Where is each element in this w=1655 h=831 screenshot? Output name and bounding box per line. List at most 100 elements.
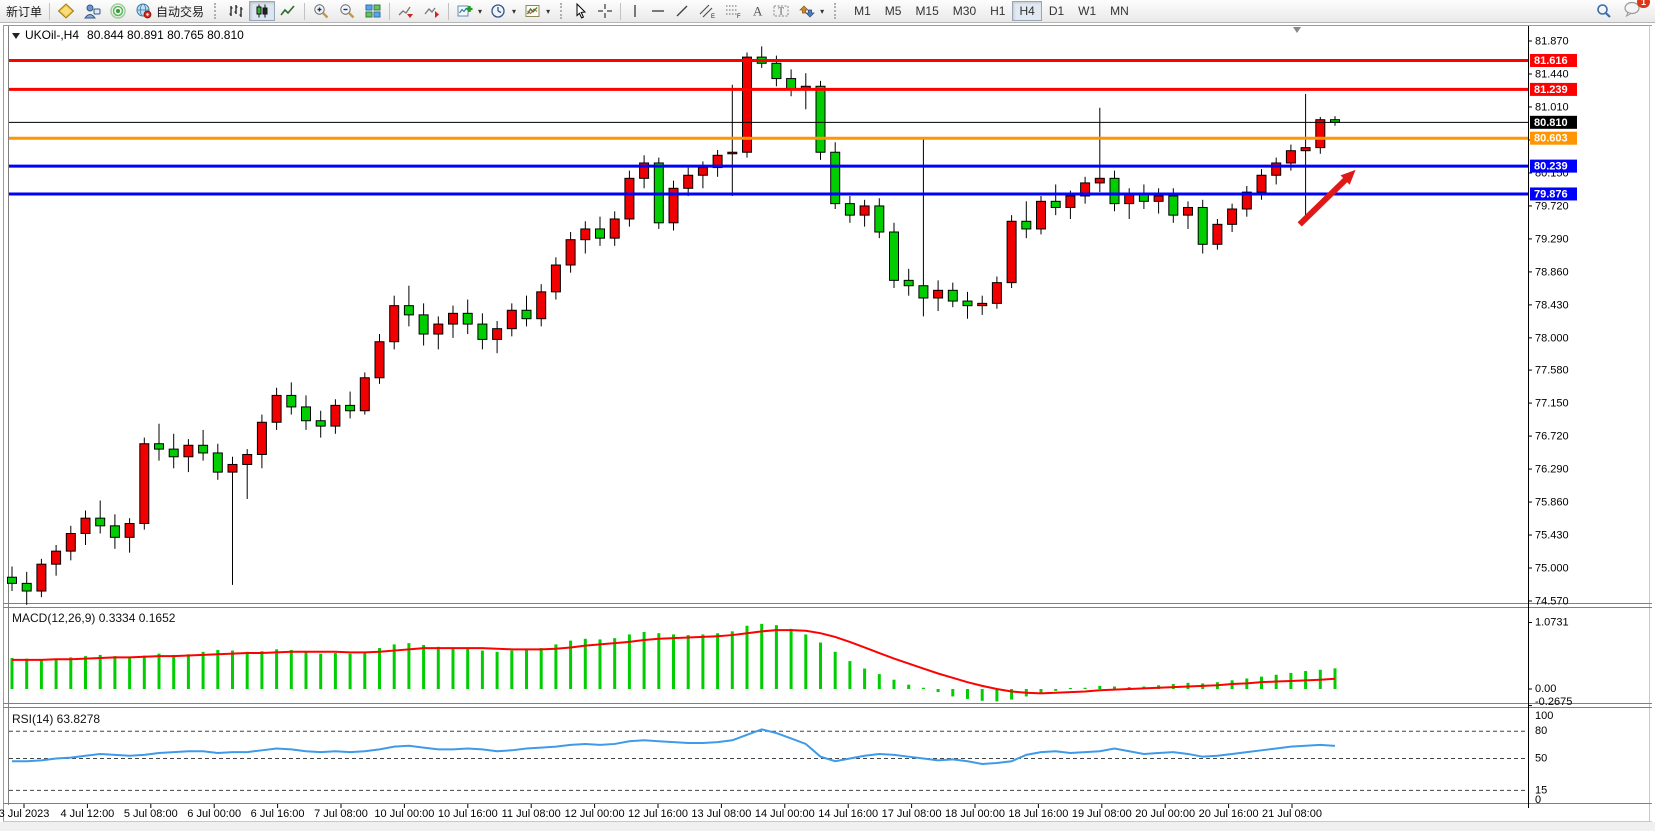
chart-shift-marker[interactable]	[1293, 27, 1301, 33]
rsi-axis-label: 0	[1535, 794, 1541, 806]
candle-body	[550, 264, 561, 293]
text-button[interactable]: A	[746, 1, 768, 21]
candle-body	[301, 406, 311, 422]
tile-windows-button[interactable]	[360, 1, 386, 21]
zoom-out-button[interactable]	[334, 1, 360, 21]
candle-body	[962, 300, 973, 307]
candle-body	[859, 205, 870, 216]
crosshair-button[interactable]	[593, 1, 617, 21]
candle-body	[536, 291, 547, 320]
templates-button[interactable]: ▾	[520, 1, 554, 21]
candle-body	[1036, 200, 1046, 230]
candle-body	[918, 285, 929, 299]
status-strip	[0, 822, 1655, 831]
candle-body	[639, 162, 650, 179]
time-axis-label: 20 Jul 16:00	[1199, 808, 1259, 820]
candle-body	[124, 523, 135, 538]
horizontal-line-icon	[650, 3, 666, 19]
dropdown-arrow-icon[interactable]: ▾	[478, 6, 483, 16]
price-axis-label: 81.870	[1535, 36, 1569, 48]
arrows-button[interactable]: ▾	[794, 1, 828, 21]
time-axis-label: 10 Jul 00:00	[374, 808, 434, 820]
timeframe-w1-button[interactable]: W1	[1071, 1, 1103, 21]
toolbar-separator	[448, 2, 450, 20]
timeframe-mn-button[interactable]: MN	[1103, 1, 1136, 21]
time-axis-label: 18 Jul 16:00	[1008, 808, 1068, 820]
arrow-annotation[interactable]	[1297, 173, 1352, 227]
price-axis-label: 81.440	[1535, 68, 1569, 80]
candle-body	[933, 289, 944, 299]
price-badge-label: 79.876	[1534, 188, 1568, 200]
terminal-button[interactable]	[79, 1, 105, 21]
chart-shift-button[interactable]	[419, 1, 445, 21]
candle-body	[565, 239, 576, 266]
new-order-button[interactable]: 新订单	[2, 1, 46, 21]
price-badge-label: 81.239	[1534, 84, 1568, 96]
candle-body	[1315, 119, 1326, 149]
add-indicator-icon	[456, 3, 474, 19]
price-axis-label: 79.290	[1535, 233, 1569, 245]
price-axis-label: 79.720	[1535, 200, 1569, 212]
cursor-button[interactable]	[569, 1, 593, 21]
timeframe-m15-button[interactable]: M15	[908, 1, 945, 21]
signals-icon	[109, 3, 127, 19]
candle-body	[506, 309, 517, 330]
timeframe-m1-button[interactable]: M1	[847, 1, 878, 21]
dropdown-arrow-icon[interactable]: ▾	[820, 6, 825, 16]
horizontal-line-button[interactable]	[646, 1, 670, 21]
timeframe-d1-button[interactable]: D1	[1042, 1, 1071, 21]
candle-body	[36, 563, 47, 592]
svg-text:T: T	[778, 7, 784, 18]
candle-body	[80, 517, 91, 534]
text-label-button[interactable]: T	[768, 1, 794, 21]
auto-trading-button[interactable]: 自动交易	[131, 1, 208, 21]
symbol-title: UKOil-,H4	[25, 28, 80, 42]
rsi-axis-label: 50	[1535, 753, 1547, 765]
trendline-button[interactable]	[670, 1, 694, 21]
timeframe-h1-button[interactable]: H1	[983, 1, 1012, 21]
search-button[interactable]	[1591, 1, 1617, 21]
signals-button[interactable]	[105, 1, 131, 21]
auto-scroll-button[interactable]	[393, 1, 419, 21]
timeframe-h4-button[interactable]: H4	[1012, 1, 1042, 21]
zoom-in-button[interactable]	[308, 1, 334, 21]
candle-body	[330, 404, 341, 427]
dropdown-arrow-icon[interactable]: ▾	[512, 6, 517, 16]
indicators-button[interactable]: ▾	[452, 1, 486, 21]
time-axis-label: 5 Jul 08:00	[124, 808, 178, 820]
equidistant-channel-button[interactable]: E	[694, 1, 720, 21]
candle-body	[947, 289, 958, 302]
candle-body	[1050, 200, 1061, 208]
dropdown-arrow-icon[interactable]: ▾	[546, 6, 551, 16]
vertical-line-button[interactable]	[624, 1, 646, 21]
tile-windows-icon	[364, 3, 382, 19]
chart-shift-icon	[423, 3, 441, 19]
toolbar-right-group: 1	[1591, 0, 1653, 22]
price-badge	[1530, 187, 1577, 201]
rsi-axis-label: 80	[1535, 725, 1547, 737]
timeframe-m5-button[interactable]: M5	[878, 1, 909, 21]
periods-button[interactable]: ▾	[486, 1, 520, 21]
candlestick-chart-button[interactable]	[249, 1, 276, 21]
candle-body	[95, 517, 106, 527]
fibonacci-icon: F	[724, 3, 742, 19]
price-axis-label: 77.580	[1535, 365, 1569, 377]
price-axis-label: 78.860	[1535, 266, 1569, 278]
time-axis-label: 6 Jul 00:00	[187, 808, 241, 820]
candle-body	[742, 56, 752, 153]
candle-body	[844, 203, 855, 216]
macd-axis-label: 1.0731	[1535, 616, 1569, 628]
line-chart-button[interactable]	[275, 1, 301, 21]
timeframe-m30-button[interactable]: M30	[946, 1, 983, 21]
bar-chart-button[interactable]	[223, 1, 249, 21]
time-axis-label: 11 Jul 08:00	[502, 808, 561, 820]
fibonacci-button[interactable]: F	[720, 1, 746, 21]
candle-body	[624, 177, 635, 220]
charts-gallery-button[interactable]	[53, 1, 79, 21]
price-axis-label: 75.000	[1535, 563, 1569, 575]
chat-button[interactable]: 1	[1623, 0, 1650, 22]
time-axis-label: 19 Jul 08:00	[1072, 808, 1132, 820]
collapse-icon[interactable]	[12, 32, 20, 39]
arrow-annotation-head[interactable]	[1340, 169, 1356, 185]
